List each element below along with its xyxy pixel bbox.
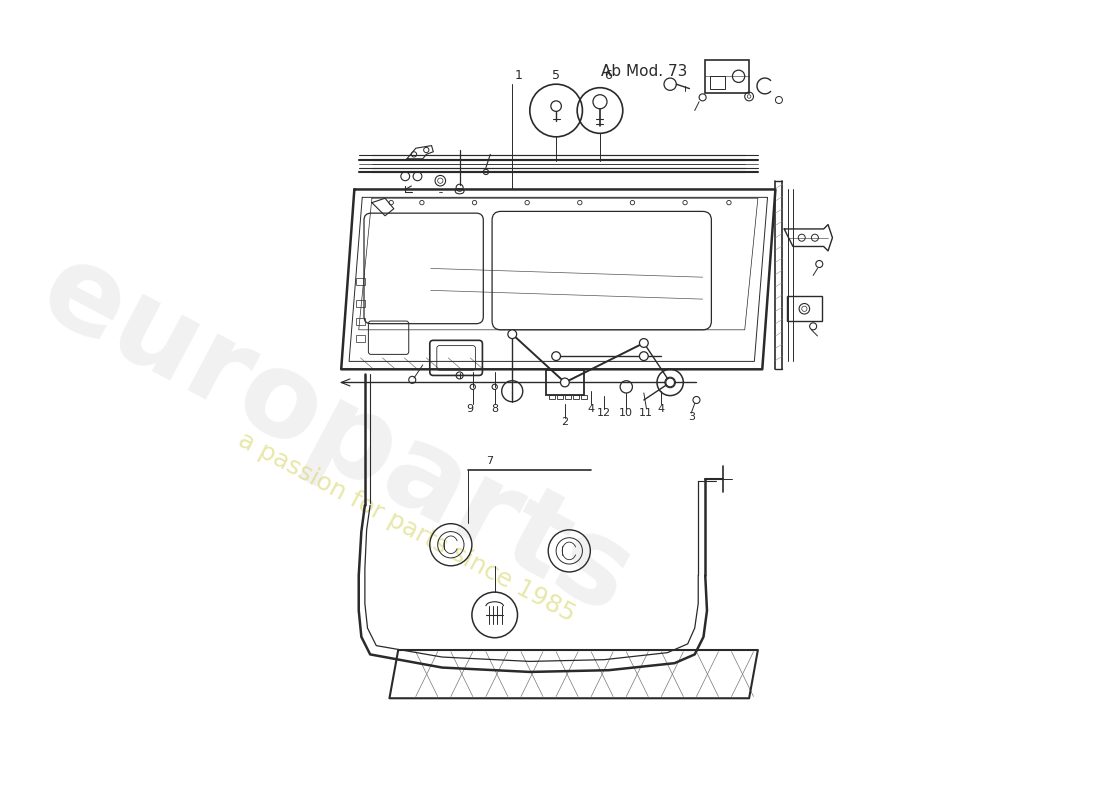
Circle shape bbox=[639, 352, 648, 361]
Circle shape bbox=[639, 338, 648, 347]
Bar bbox=[546, 370, 584, 394]
Bar bbox=[356, 318, 365, 325]
Bar bbox=[581, 394, 586, 399]
Text: 2: 2 bbox=[561, 417, 569, 427]
Text: 1: 1 bbox=[515, 69, 522, 82]
Text: 4: 4 bbox=[658, 404, 664, 414]
Bar bbox=[573, 394, 579, 399]
Text: Ab Mod. 73: Ab Mod. 73 bbox=[601, 63, 688, 78]
Circle shape bbox=[508, 330, 517, 338]
Text: 5: 5 bbox=[552, 69, 560, 82]
Text: 9: 9 bbox=[466, 404, 474, 414]
Bar bbox=[557, 394, 563, 399]
Bar bbox=[356, 335, 365, 342]
Text: 10: 10 bbox=[619, 408, 634, 418]
Text: europarts: europarts bbox=[22, 231, 651, 639]
Bar bbox=[565, 394, 571, 399]
Text: 6: 6 bbox=[604, 69, 613, 82]
Circle shape bbox=[552, 352, 561, 361]
Circle shape bbox=[666, 378, 674, 387]
Text: 11: 11 bbox=[639, 408, 652, 418]
Bar bbox=[356, 300, 365, 307]
Text: 3: 3 bbox=[688, 412, 695, 422]
Text: 8: 8 bbox=[491, 404, 498, 414]
Bar bbox=[786, 297, 822, 321]
Text: 7: 7 bbox=[486, 456, 493, 466]
Text: a passion for parts since 1985: a passion for parts since 1985 bbox=[234, 428, 580, 626]
Text: 4: 4 bbox=[587, 404, 595, 414]
Bar bbox=[710, 76, 725, 89]
Bar bbox=[549, 394, 556, 399]
Circle shape bbox=[561, 378, 570, 387]
Text: 12: 12 bbox=[597, 408, 612, 418]
Bar bbox=[356, 278, 365, 285]
Bar bbox=[705, 60, 749, 93]
